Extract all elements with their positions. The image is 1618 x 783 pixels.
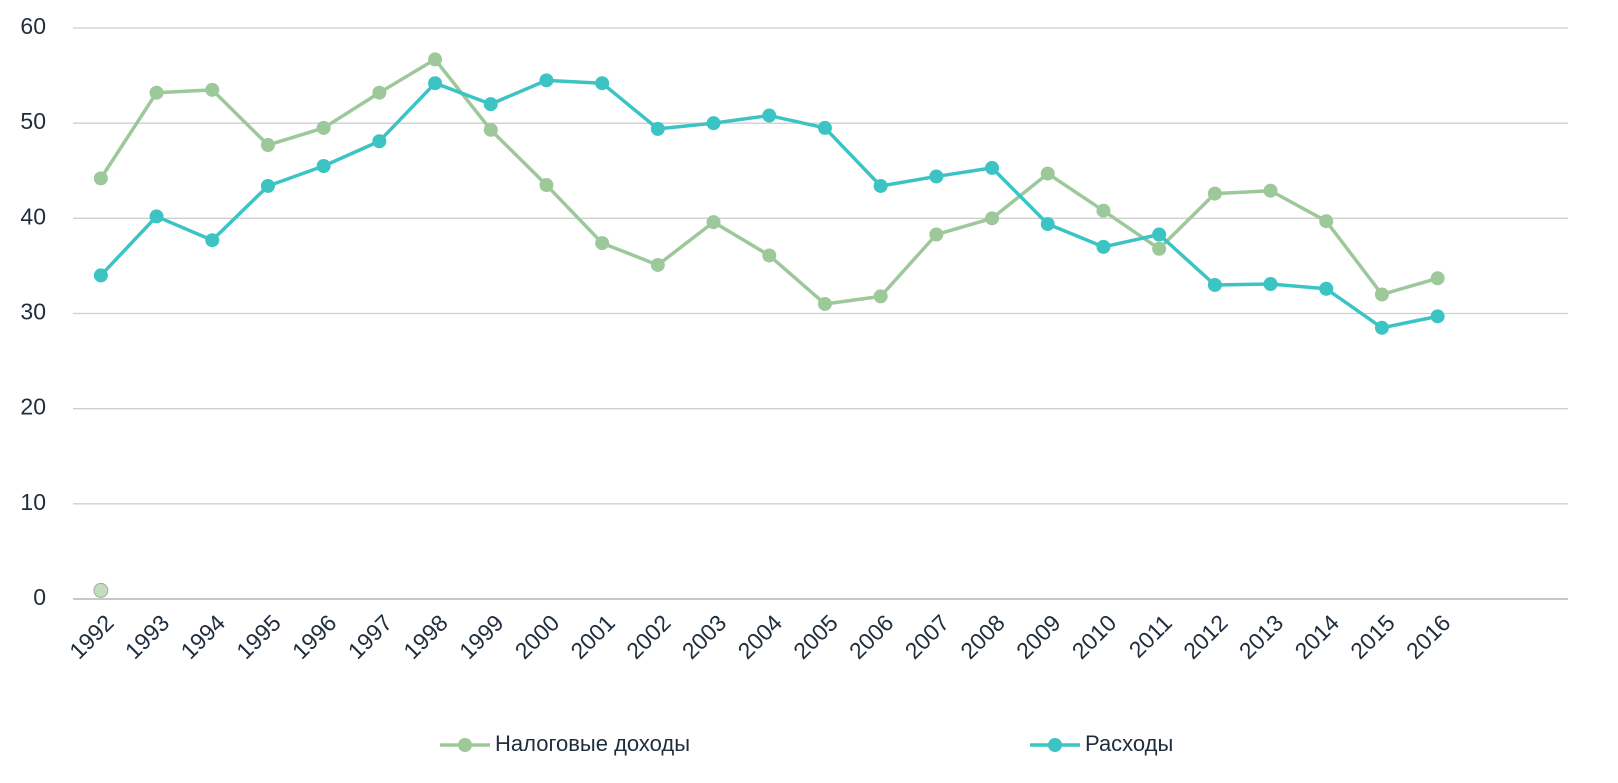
marker (1430, 309, 1445, 324)
marker (483, 122, 498, 137)
marker (706, 116, 721, 131)
x-tick-label: 1992 (64, 609, 119, 664)
x-tick-label: 2003 (677, 609, 732, 664)
x-tick-label: 2001 (565, 609, 620, 664)
x-tick-label: 1993 (120, 609, 175, 664)
x-tick-label: 1995 (231, 609, 286, 664)
marker (873, 289, 888, 304)
legend-marker (458, 738, 472, 752)
x-tick-label: 2005 (788, 609, 843, 664)
marker (1319, 281, 1334, 296)
marker (149, 209, 164, 224)
marker (1040, 217, 1055, 232)
x-tick-label: 2015 (1345, 609, 1400, 664)
x-tick-label: 2014 (1290, 609, 1345, 664)
marker (817, 296, 832, 311)
x-tick-label: 2013 (1234, 609, 1289, 664)
y-tick-label: 60 (20, 13, 46, 39)
legend-label: Расходы (1085, 731, 1173, 756)
y-tick-label: 0 (33, 584, 46, 610)
x-tick-label: 2010 (1067, 609, 1122, 664)
x-tick-label: 2009 (1011, 609, 1066, 664)
x-tick-label: 2006 (844, 609, 899, 664)
marker (595, 236, 610, 251)
marker (372, 134, 387, 149)
marker (1040, 166, 1055, 181)
x-tick-label: 1996 (287, 609, 342, 664)
marker (1374, 287, 1389, 302)
marker (985, 160, 1000, 175)
y-tick-label: 40 (20, 203, 46, 229)
marker (539, 73, 554, 88)
marker (1374, 320, 1389, 335)
x-tick-label: 2000 (510, 609, 565, 664)
marker (1152, 227, 1167, 242)
x-tick-label: 1998 (398, 609, 453, 664)
marker (650, 257, 665, 272)
marker (1263, 183, 1278, 198)
marker (1430, 271, 1445, 286)
marker (985, 211, 1000, 226)
x-tick-label: 2011 (1124, 609, 1177, 662)
marker (149, 85, 164, 100)
y-tick-label: 10 (20, 489, 46, 515)
marker (1096, 203, 1111, 218)
marker (316, 158, 331, 173)
marker (706, 215, 721, 230)
x-tick-label: 2007 (900, 609, 955, 664)
marker (205, 233, 220, 248)
marker (595, 76, 610, 91)
marker (650, 121, 665, 136)
series-line (99, 57, 1439, 306)
marker (873, 178, 888, 193)
marker (260, 138, 275, 153)
marker (428, 52, 443, 67)
y-tick-label: 30 (20, 299, 46, 325)
marker (93, 582, 109, 598)
marker (428, 76, 443, 91)
legend-marker (1048, 738, 1062, 752)
legend-label: Налоговые доходы (495, 731, 690, 756)
marker (260, 178, 275, 193)
x-tick-label: 1997 (343, 609, 398, 664)
x-tick-label: 2004 (733, 609, 788, 664)
marker (93, 171, 108, 186)
marker (1152, 241, 1167, 256)
y-tick-label: 50 (20, 108, 46, 134)
marker (205, 82, 220, 97)
marker (929, 169, 944, 184)
marker (316, 120, 331, 135)
y-tick-label: 20 (20, 394, 46, 420)
marker (817, 120, 832, 135)
marker (1263, 276, 1278, 291)
marker (762, 108, 777, 123)
marker (1207, 186, 1222, 201)
marker (93, 268, 108, 283)
x-tick-label: 2008 (955, 609, 1010, 664)
marker (372, 85, 387, 100)
marker (929, 227, 944, 242)
x-tick-label: 2002 (621, 609, 676, 664)
marker (762, 248, 777, 263)
x-tick-label: 2016 (1401, 609, 1456, 664)
marker (1319, 214, 1334, 229)
x-tick-label: 1999 (454, 609, 509, 664)
x-tick-label: 1994 (176, 609, 231, 664)
x-tick-label: 2012 (1178, 609, 1233, 664)
marker (1207, 277, 1222, 292)
marker (539, 178, 554, 193)
marker (1096, 239, 1111, 254)
marker (483, 97, 498, 112)
